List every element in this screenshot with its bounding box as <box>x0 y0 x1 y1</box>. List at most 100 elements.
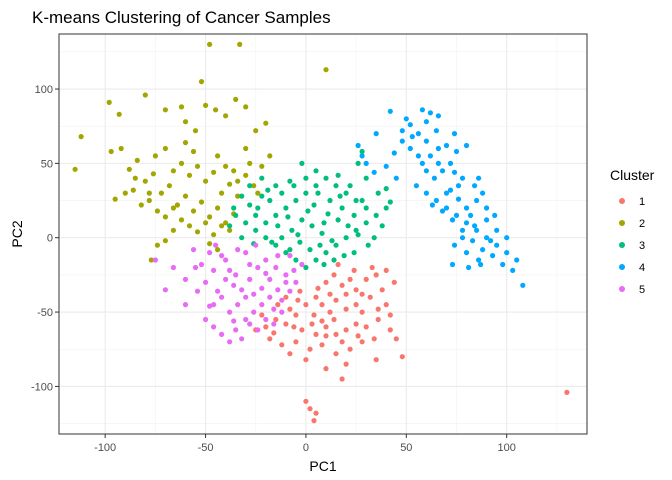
data-point-cluster-3 <box>231 205 237 211</box>
data-point-cluster-1 <box>399 354 405 360</box>
data-point-cluster-3 <box>363 220 369 226</box>
data-point-cluster-3 <box>313 257 319 263</box>
data-point-cluster-1 <box>323 279 329 285</box>
data-point-cluster-3 <box>255 205 261 211</box>
data-point-cluster-2 <box>158 190 164 196</box>
data-point-cluster-2 <box>198 199 205 205</box>
data-point-cluster-2 <box>267 153 273 159</box>
data-point-cluster-4 <box>427 153 433 159</box>
data-point-cluster-5 <box>235 247 241 253</box>
data-point-cluster-1 <box>373 357 379 363</box>
data-point-cluster-3 <box>303 190 309 196</box>
data-point-cluster-4 <box>463 205 470 211</box>
data-point-cluster-2 <box>162 214 168 220</box>
data-point-cluster-3 <box>355 232 361 238</box>
data-point-cluster-3 <box>273 183 279 189</box>
data-point-cluster-2 <box>142 178 148 184</box>
data-point-cluster-4 <box>504 235 510 241</box>
data-point-cluster-5 <box>211 324 217 330</box>
data-point-cluster-1 <box>259 312 265 318</box>
legend-label-cluster-4: 4 <box>639 262 645 274</box>
data-point-cluster-1 <box>303 357 309 363</box>
data-point-cluster-3 <box>239 193 245 199</box>
data-point-cluster-1 <box>387 327 393 333</box>
data-point-cluster-4 <box>478 261 484 268</box>
data-point-cluster-2 <box>263 120 269 126</box>
data-point-cluster-2 <box>152 153 158 159</box>
data-point-cluster-3 <box>321 220 327 226</box>
data-point-cluster-1 <box>287 306 293 312</box>
data-point-cluster-3 <box>265 187 271 193</box>
data-point-cluster-4 <box>466 264 472 271</box>
data-point-cluster-3 <box>363 175 369 181</box>
data-point-cluster-4 <box>371 169 377 175</box>
data-point-cluster-4 <box>504 250 510 256</box>
data-point-cluster-2 <box>237 41 243 48</box>
data-point-cluster-3 <box>243 220 249 226</box>
data-point-cluster-3 <box>283 205 289 211</box>
data-point-cluster-1 <box>339 282 345 288</box>
data-point-cluster-5 <box>233 272 239 278</box>
x-tick-label: -100 <box>94 442 116 454</box>
data-point-cluster-2 <box>154 208 160 214</box>
data-point-cluster-2 <box>182 140 189 146</box>
data-point-cluster-3 <box>387 199 393 205</box>
data-point-cluster-4 <box>484 235 490 241</box>
data-point-cluster-3 <box>331 257 337 263</box>
data-point-cluster-1 <box>363 276 369 282</box>
data-point-cluster-4 <box>494 227 500 233</box>
data-point-cluster-4 <box>393 175 399 181</box>
data-point-cluster-3 <box>323 175 329 181</box>
data-point-cluster-3 <box>289 227 295 233</box>
data-point-cluster-3 <box>351 250 357 256</box>
data-point-cluster-4 <box>449 217 456 223</box>
data-point-cluster-5 <box>283 272 289 278</box>
data-point-cluster-2 <box>182 119 189 125</box>
legend: Cluster 1 2 3 4 5 <box>610 167 655 296</box>
data-point-cluster-3 <box>319 230 325 236</box>
data-point-cluster-2 <box>146 197 152 204</box>
data-point-cluster-2 <box>243 145 249 152</box>
data-point-cluster-2 <box>223 113 229 119</box>
data-point-cluster-1 <box>311 312 317 318</box>
data-point-cluster-5 <box>293 279 299 285</box>
data-point-cluster-4 <box>423 119 429 125</box>
data-point-cluster-2 <box>207 241 213 247</box>
data-point-cluster-5 <box>243 250 249 256</box>
data-point-cluster-3 <box>303 264 309 271</box>
data-point-cluster-5 <box>219 331 225 337</box>
data-point-cluster-1 <box>323 366 329 372</box>
data-point-cluster-1 <box>307 346 313 352</box>
data-point-cluster-1 <box>331 272 337 278</box>
data-point-cluster-4 <box>520 282 526 288</box>
data-point-cluster-4 <box>492 212 498 218</box>
data-point-cluster-1 <box>313 331 319 337</box>
data-point-cluster-5 <box>243 294 249 300</box>
data-point-cluster-3 <box>315 190 321 196</box>
data-point-cluster-3 <box>323 250 329 256</box>
data-point-cluster-5 <box>279 309 285 315</box>
data-point-cluster-1 <box>335 261 341 268</box>
data-point-cluster-5 <box>198 261 205 268</box>
data-point-cluster-2 <box>255 190 261 196</box>
data-point-cluster-1 <box>307 406 313 412</box>
data-point-cluster-3 <box>353 227 359 233</box>
data-point-cluster-5 <box>223 257 229 263</box>
data-point-cluster-4 <box>413 183 419 189</box>
data-point-cluster-3 <box>291 183 297 189</box>
data-point-cluster-2 <box>146 190 152 196</box>
data-point-cluster-3 <box>247 202 253 208</box>
data-point-cluster-4 <box>373 131 379 137</box>
data-point-cluster-5 <box>299 261 305 268</box>
data-point-cluster-1 <box>279 342 285 348</box>
data-point-cluster-4 <box>435 160 441 166</box>
data-point-cluster-1 <box>273 316 279 323</box>
data-point-cluster-3 <box>273 242 279 248</box>
data-point-cluster-1 <box>359 291 365 297</box>
data-point-cluster-4 <box>433 197 439 204</box>
data-point-cluster-2 <box>174 202 180 208</box>
data-point-cluster-5 <box>259 285 265 291</box>
data-point-cluster-2 <box>219 190 225 196</box>
x-tick-label: 100 <box>498 442 516 454</box>
data-point-cluster-2 <box>116 111 122 117</box>
